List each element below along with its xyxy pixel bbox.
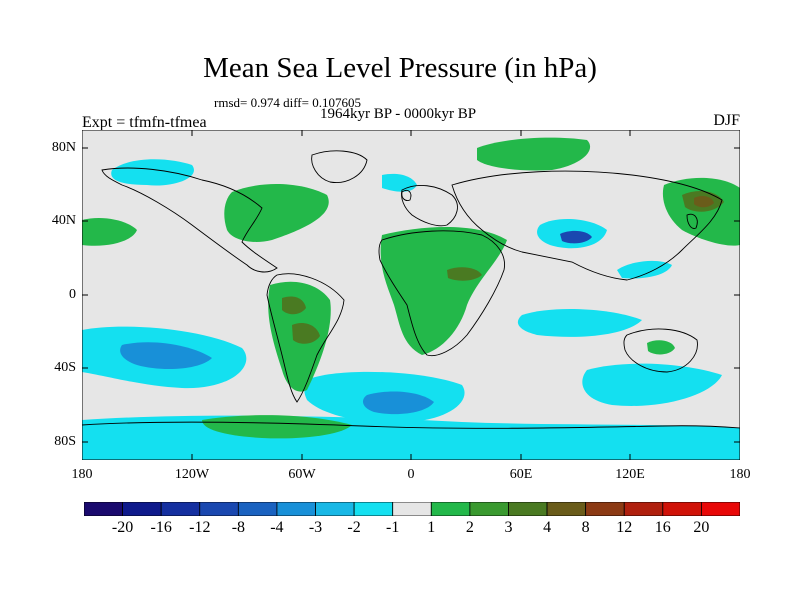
season-label: DJF — [713, 112, 740, 129]
greenland-coast — [311, 150, 368, 183]
colorbar-tick-label: 4 — [543, 519, 552, 536]
lat-label-80n: 80N — [51, 140, 76, 155]
north-america-coast — [101, 167, 278, 273]
colorbar-tick-label: 12 — [616, 519, 633, 536]
positive-anomaly-regions — [82, 137, 740, 439]
east-asia-peak — [694, 195, 714, 208]
colorbar-swatch — [276, 502, 316, 516]
lon-label-180e: 180 — [729, 467, 751, 482]
colorbar-swatch — [84, 502, 123, 516]
colorbar-swatch — [623, 502, 664, 516]
colorbar-swatch — [353, 502, 394, 516]
uk-coast — [401, 189, 412, 201]
colorbar-swatch — [315, 502, 355, 516]
africa-core — [447, 267, 482, 281]
map-title: Mean Sea Level Pressure (in hPa) — [203, 52, 597, 84]
colorbar-tick-label: -20 — [111, 519, 134, 536]
axis-ticks — [82, 130, 740, 460]
tibet-low-core — [560, 230, 592, 244]
colorbar-swatch — [662, 502, 702, 516]
time-range-subtitle: 1964kyr BP - 0000kyr BP — [320, 106, 477, 122]
lat-label-80s: 80S — [54, 434, 76, 449]
colorbar-swatch — [508, 502, 548, 516]
colorbar-swatch — [585, 502, 625, 516]
lat-label-40s: 40S — [54, 360, 76, 375]
africa-coast — [378, 230, 505, 357]
north-pacific-high — [82, 218, 137, 246]
pressure-anomaly-map — [82, 130, 740, 460]
colorbar-swatch — [469, 502, 509, 516]
australia-coast — [623, 328, 698, 373]
south-pacific-core — [120, 342, 212, 370]
colorbar-swatch — [701, 502, 740, 516]
asia-coast — [451, 170, 723, 281]
europe-coast — [401, 184, 458, 227]
south-america-core-north — [282, 296, 306, 315]
lon-label-180w: 180 — [71, 467, 93, 482]
colorbar-tick-label: -12 — [189, 519, 211, 536]
lat-label-40n: 40N — [51, 213, 76, 228]
colorbar-swatch — [546, 502, 587, 516]
lon-label-120w: 120W — [174, 467, 210, 482]
lat-label-0: 0 — [69, 287, 76, 302]
stats-text: rmsd= 0.974 diff= 0.107605 — [214, 95, 361, 110]
colorbar-tick-label: -4 — [270, 519, 284, 536]
colorbar-tick-label: -2 — [347, 519, 361, 536]
colorbar-swatch — [160, 502, 201, 516]
colorbar-tick-label: -1 — [386, 519, 400, 536]
colorbar-swatch — [430, 502, 471, 516]
colorbar-tick-label: 3 — [504, 519, 513, 536]
colorbar-tick-label: -16 — [150, 519, 172, 536]
antarctic-high — [202, 415, 352, 439]
colorbar-tick-label: -3 — [308, 519, 323, 536]
south-america-coast — [266, 273, 345, 403]
lon-label-60e: 60E — [509, 467, 533, 482]
southern-ocean-core — [362, 391, 434, 415]
antarctica-coast — [82, 421, 740, 429]
australia-south-low — [582, 363, 722, 406]
colorbar-tick-label: 1 — [427, 519, 436, 536]
colorbar-swatch — [122, 502, 162, 516]
colorbar-swatch — [199, 502, 239, 516]
colorbar-tick-label: 2 — [465, 519, 474, 536]
colorbar — [84, 502, 740, 516]
lon-label-0: 0 — [407, 467, 415, 482]
colorbar-tick-label: 8 — [581, 519, 590, 536]
south-america-core-south — [292, 323, 320, 344]
colorbar-swatch — [237, 502, 278, 516]
china-sea-low — [617, 260, 672, 279]
lon-label-60w: 60W — [288, 467, 316, 482]
lon-label-120e: 120E — [615, 467, 645, 482]
japan-coast — [686, 213, 698, 229]
africa-high — [380, 226, 507, 355]
australia-high — [647, 340, 675, 355]
coastlines — [82, 150, 740, 429]
stronger-negative-regions — [120, 342, 434, 415]
arctic-high — [477, 137, 591, 171]
experiment-label: Expt = tfmfn-tfmea — [82, 114, 207, 131]
arctic-low — [111, 159, 194, 186]
colorbar-tick-label: 16 — [654, 519, 671, 536]
indian-ocean-low — [517, 308, 642, 337]
colorbar-swatch — [392, 502, 432, 516]
colorbar-tick-label: -8 — [231, 519, 246, 536]
colorbar-tick-label: 20 — [693, 519, 710, 536]
